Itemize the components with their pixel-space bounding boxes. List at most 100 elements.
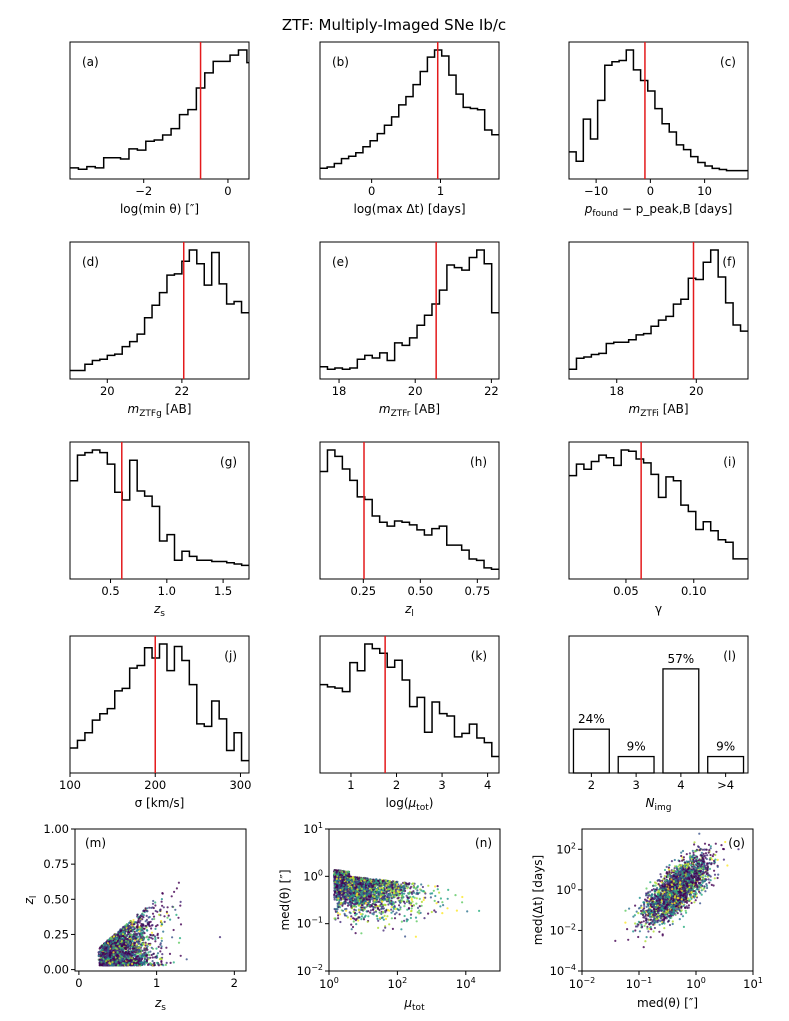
scatter-point (144, 941, 147, 944)
scatter-point (384, 917, 388, 921)
scatter-point (411, 882, 414, 885)
scatter-point (424, 892, 427, 895)
scatter-point (113, 935, 116, 938)
scatter-point (148, 925, 151, 928)
scatter-point (146, 956, 149, 959)
scatter-point (126, 961, 129, 964)
scatter-point (121, 953, 124, 956)
scatter-point (152, 934, 155, 937)
scatter-point (161, 904, 164, 907)
scatter-point (175, 887, 178, 890)
scatter-point (140, 963, 143, 967)
scatter-point (339, 920, 342, 924)
scatter-point (355, 923, 358, 926)
scatter-point (128, 921, 131, 925)
scatter-point (150, 953, 153, 957)
scatter-point (371, 912, 374, 915)
scatter-point (429, 896, 432, 899)
scatter-point (155, 947, 158, 950)
scatter-point (364, 914, 367, 917)
scatter-point (151, 912, 155, 915)
scatter-point (416, 906, 420, 910)
x-axis-label: log(max Δt) [days] (353, 202, 465, 216)
scatter-point (149, 933, 152, 936)
panel-frame (568, 41, 749, 180)
scatter-point (141, 918, 144, 921)
x-tick-label: 20 (689, 384, 704, 398)
scatter-point (119, 929, 122, 933)
scatter-point (353, 908, 356, 911)
x-axis-label: mZTFi [AB] (628, 402, 688, 419)
histogram-step (320, 49, 499, 169)
scatter-point (165, 910, 168, 914)
scatter-point (359, 913, 362, 916)
scatter-point (410, 897, 413, 900)
scatter-point (121, 932, 125, 936)
scatter-point (415, 920, 418, 923)
x-tick-label: 0.50 (408, 584, 434, 598)
scatter-point (415, 897, 418, 900)
scatter-point (165, 946, 168, 949)
scatter-point (151, 960, 154, 963)
scatter-point (146, 907, 149, 910)
scatter-point (391, 927, 394, 931)
scatter-point (160, 900, 163, 903)
scatter-point (354, 914, 357, 917)
scatter-point (343, 901, 346, 904)
panel-k: 1 2 3 4(k) (319, 635, 500, 792)
scatter-point (130, 945, 133, 948)
scatter-point (131, 949, 134, 952)
scatter-point (151, 906, 154, 909)
x-tick-label: 200 (144, 778, 166, 792)
scatter-point (113, 941, 116, 944)
scatter-frame (74, 828, 247, 972)
x-tick-label: 20 (100, 384, 115, 398)
scatter-point (111, 947, 114, 950)
scatter-point (352, 910, 355, 913)
scatter-point (131, 953, 134, 956)
scatter-point (129, 942, 132, 945)
scatter-point (421, 885, 424, 889)
scatter-point (147, 951, 150, 954)
scatter-point (152, 952, 155, 955)
scatter-point (358, 911, 361, 914)
scatter-point (434, 885, 437, 888)
scatter-point (375, 915, 379, 918)
x-tick-label: 3 (632, 778, 639, 792)
scatter-point (133, 963, 137, 967)
scatter-point (136, 913, 139, 916)
scatter-point (154, 938, 157, 941)
scatter-point (120, 932, 123, 935)
scatter-point (429, 892, 432, 895)
histogram-step (569, 249, 748, 371)
scatter-point (436, 888, 439, 891)
scatter-point (144, 907, 147, 910)
bar-value-label: 9% (716, 740, 735, 754)
histogram-step (569, 449, 748, 560)
x-tick-label: 22 (484, 384, 499, 398)
scatter-point (135, 934, 138, 937)
scatter-point (381, 886, 384, 889)
scatter-point (132, 919, 135, 922)
histogram-step (320, 643, 499, 758)
scatter-point (158, 913, 161, 916)
panel-f: 18 20(f) (568, 241, 749, 398)
panel-label: (d) (82, 255, 99, 269)
scatter-point (151, 937, 154, 940)
scatter-point (126, 923, 130, 926)
scatter-point (360, 915, 363, 918)
x-tick-label: 22 (175, 384, 190, 398)
scatter-point (357, 909, 361, 912)
x-tick-label: 1 (347, 778, 354, 792)
scatter-point (179, 923, 183, 926)
scatter-point (118, 940, 121, 943)
scatter-point (478, 909, 481, 913)
scatter-point (402, 900, 406, 903)
scatter-point (106, 963, 109, 966)
scatter-point (366, 920, 369, 923)
scatter-point (160, 919, 163, 923)
scatter-point (437, 900, 440, 904)
bar (572, 728, 610, 774)
scatter-point (137, 932, 140, 935)
scatter-point (146, 954, 149, 957)
